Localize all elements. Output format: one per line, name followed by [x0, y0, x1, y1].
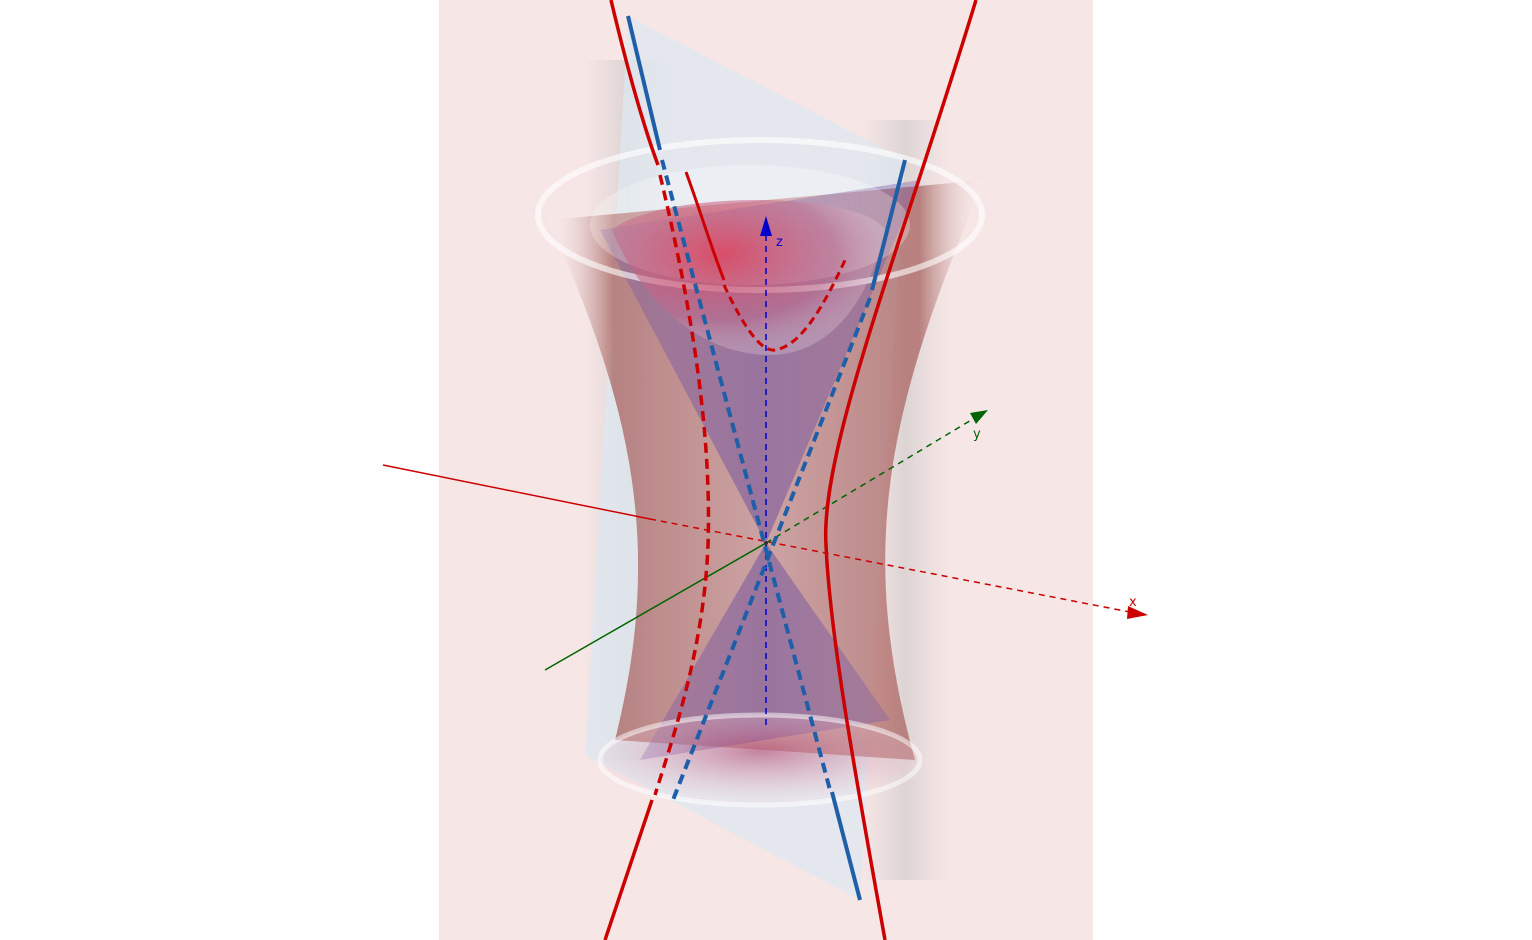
y-axis-label: y [973, 427, 981, 442]
hyperbola-branch-right [823, 0, 978, 940]
generator-line-left-bottom [830, 791, 862, 901]
y-axis-arrow [970, 410, 988, 424]
paraboloid-upper [612, 200, 885, 355]
parabola-curve-solid [684, 171, 726, 281]
x-axis-arrow [1127, 606, 1148, 619]
generator-line-right-top [870, 159, 907, 291]
generator-line-right-dashed [671, 297, 872, 801]
generator-line-left-top [626, 15, 662, 151]
cone-lower [640, 543, 890, 760]
hyperbola-branch-left-bottom [603, 799, 654, 940]
generator-line-left-dashed [660, 159, 832, 791]
hyperboloid-bottom-rim [597, 712, 923, 808]
z-axis-arrow [760, 216, 772, 236]
x-axis-solid [382, 464, 651, 520]
parabola-curve-dashed [722, 257, 848, 352]
x-axis-dashed [649, 518, 1131, 613]
y-axis-dashed [765, 415, 979, 544]
y-axis-solid [544, 542, 767, 671]
hyperbola-branch-left-dashed [653, 174, 711, 796]
z-axis-label: z [776, 235, 783, 250]
x-axis-label: x [1129, 595, 1137, 610]
origin-point [764, 541, 768, 545]
hyperbola-branch-left-top [609, 0, 660, 166]
